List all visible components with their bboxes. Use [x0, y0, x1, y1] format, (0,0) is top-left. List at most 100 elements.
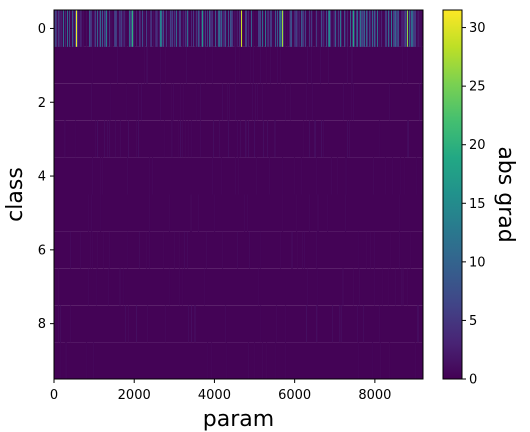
heatmap-cell [217, 10, 219, 47]
heatmap-cell [267, 10, 269, 47]
heatmap-cell [128, 10, 130, 47]
heatmap-cell [235, 10, 237, 47]
heatmap-cell [103, 231, 105, 269]
heatmap-cell [331, 157, 333, 195]
heatmap-cell [180, 83, 182, 121]
heatmap-cell [141, 83, 143, 121]
heatmap-cell [361, 10, 363, 47]
heatmap-cell [140, 10, 142, 47]
heatmap-cell [115, 10, 117, 47]
heatmap-cell [195, 305, 197, 343]
heatmap-cell [393, 10, 395, 47]
heatmap-cell [273, 10, 275, 47]
heatmap-cell [195, 10, 197, 47]
heatmap-cell [353, 83, 355, 121]
heatmap-cell [78, 10, 80, 47]
heatmap-cell [213, 120, 215, 158]
colorbar-tick-label: 10 [469, 255, 486, 270]
heatmap-cell [132, 10, 134, 47]
heatmap-cell [255, 83, 257, 121]
heatmap-cell [244, 194, 246, 232]
heatmap-cell [364, 10, 366, 47]
heatmap-cell [378, 10, 380, 47]
heatmap-cell [112, 10, 114, 47]
heatmap-row-background [54, 342, 423, 379]
heatmap-cell [382, 268, 384, 306]
heatmap-cell [92, 46, 94, 84]
heatmap-cell [280, 10, 282, 47]
heatmap-cell [117, 46, 119, 84]
heatmap-cell [86, 342, 88, 379]
heatmap-cell [408, 120, 410, 158]
heatmap-cell [128, 305, 130, 343]
heatmap-cell [258, 268, 260, 306]
heatmap-cell [416, 157, 418, 195]
heatmap-cell [407, 46, 409, 84]
heatmap-cell [228, 10, 230, 47]
heatmap-cell [151, 10, 153, 47]
heatmap-cell [395, 10, 397, 47]
heatmap-cell [54, 10, 56, 47]
heatmap-cell [58, 305, 60, 343]
heatmap-cell [308, 10, 310, 47]
heatmap-cell [55, 10, 57, 47]
heatmap-cell [248, 342, 250, 379]
heatmap-cell [333, 10, 335, 47]
heatmap-cell [179, 10, 181, 47]
heatmap-cell [407, 10, 409, 47]
heatmap-cell [221, 10, 223, 47]
heatmap-cell [336, 10, 338, 47]
heatmap-cell [256, 10, 258, 47]
heatmap-row-background [54, 231, 423, 269]
heatmap-cell [139, 10, 141, 47]
heatmap-cell [234, 10, 236, 47]
heatmap-cell [166, 10, 168, 47]
heatmap-cell [357, 305, 359, 343]
heatmap-cell [129, 10, 131, 47]
heatmap-cell [380, 10, 382, 47]
heatmap-cell [347, 46, 349, 84]
heatmap-cell [136, 305, 138, 343]
heatmap-cell [375, 10, 377, 47]
heatmap-cell [281, 10, 283, 47]
heatmap-cell [373, 10, 375, 47]
heatmap-cell [356, 10, 358, 47]
heatmap-cell [266, 10, 268, 47]
heatmap-cell [363, 305, 365, 343]
heatmap-cell [184, 231, 186, 269]
heatmap-cell [360, 10, 362, 47]
heatmap-cell [54, 120, 56, 158]
heatmap-cell [182, 268, 184, 306]
heatmap-cell [67, 10, 69, 47]
heatmap-cell [65, 342, 67, 379]
colorbar-tick-label: 15 [469, 197, 486, 212]
heatmap-cell [169, 194, 171, 232]
heatmap-cell [328, 46, 330, 84]
heatmap-cell [297, 231, 299, 269]
heatmap-cell [223, 10, 225, 47]
heatmap-cell [196, 83, 198, 121]
heatmap-cell [418, 10, 420, 47]
heatmap-cell [371, 10, 373, 47]
heatmap-cell [289, 10, 291, 47]
heatmap-cell [344, 10, 346, 47]
heatmap-cell [215, 10, 217, 47]
heatmap-row-background [54, 46, 423, 84]
heatmap-cell [269, 157, 271, 195]
heatmap-cell [343, 83, 345, 121]
heatmap-cell [247, 10, 249, 47]
heatmap-cell [226, 10, 228, 47]
heatmap-cell [179, 268, 181, 306]
heatmap-row-class-5 [54, 194, 423, 232]
heatmap-cell [136, 10, 138, 47]
heatmap-cell [59, 10, 61, 47]
heatmap-cell [270, 10, 272, 47]
heatmap-cell [330, 10, 332, 47]
heatmap-cell [415, 10, 417, 47]
heatmap-cell [97, 120, 99, 158]
heatmap-cell [125, 305, 127, 343]
heatmap-cell [327, 194, 329, 232]
heatmap-cell [226, 342, 228, 379]
heatmap-cell [102, 10, 104, 47]
heatmap-cell [168, 10, 170, 47]
